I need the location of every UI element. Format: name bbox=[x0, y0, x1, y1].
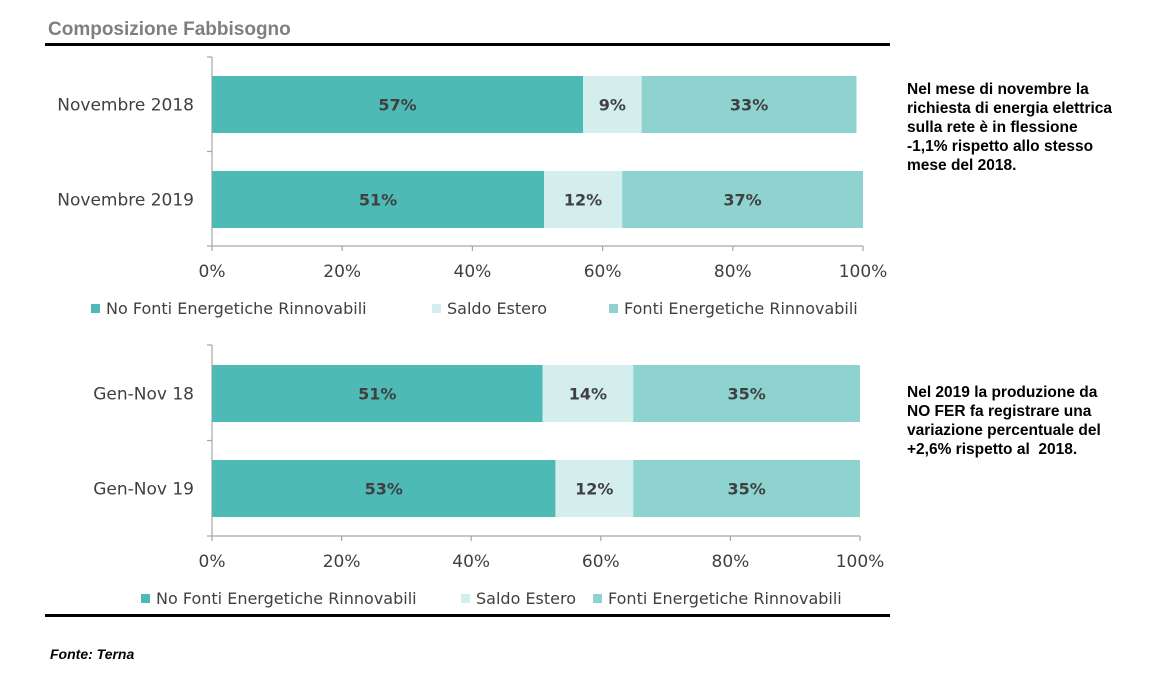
legend-label: No Fonti Energetiche Rinnovabili bbox=[106, 299, 367, 318]
data-label: 35% bbox=[727, 480, 765, 499]
bar-segment bbox=[212, 365, 543, 422]
data-label: 9% bbox=[599, 96, 626, 115]
x-tick-label: 80% bbox=[712, 552, 750, 572]
category-label: Novembre 2018 bbox=[57, 96, 194, 116]
source-note: Fonte: Terna bbox=[50, 646, 135, 662]
data-label: 33% bbox=[730, 96, 768, 115]
legend-swatch bbox=[432, 304, 441, 313]
x-tick-label: 60% bbox=[582, 552, 620, 572]
legend-label: Fonti Energetiche Rinnovabili bbox=[608, 589, 842, 608]
data-label: 51% bbox=[358, 385, 396, 404]
note-november: Nel mese di novembre la richiesta di ener… bbox=[907, 80, 1112, 175]
bar-segment bbox=[583, 76, 642, 133]
legend-label: Saldo Estero bbox=[447, 299, 547, 318]
note-line: +2,6% rispetto al 2018. bbox=[907, 441, 1078, 458]
legend-label: No Fonti Energetiche Rinnovabili bbox=[156, 589, 417, 608]
bar-segment bbox=[633, 460, 860, 517]
legend-swatch bbox=[593, 594, 602, 603]
bar-segment bbox=[212, 171, 545, 228]
category-label: Gen-Nov 18 bbox=[93, 385, 194, 405]
legend-swatch bbox=[91, 304, 100, 313]
bar-segment bbox=[212, 76, 584, 133]
legend-swatch bbox=[461, 594, 470, 603]
x-tick-label: 80% bbox=[714, 262, 752, 282]
note-line: richiesta di energia elettrica bbox=[907, 100, 1113, 117]
legend-label: Saldo Estero bbox=[476, 589, 576, 608]
x-tick-label: 20% bbox=[323, 552, 361, 572]
note-line: sulla rete è in flessione bbox=[907, 119, 1078, 136]
x-tick-label: 40% bbox=[454, 262, 492, 282]
bar-segment bbox=[641, 76, 857, 133]
bar-segment bbox=[544, 171, 623, 228]
bar-segment bbox=[542, 365, 634, 422]
note-year: Nel 2019 la produzione da NO FER fa regis… bbox=[907, 383, 1101, 459]
data-label: 53% bbox=[365, 480, 403, 499]
bar-segment bbox=[212, 460, 556, 517]
legend-swatch bbox=[609, 304, 618, 313]
note-line: Nel 2019 la produzione da bbox=[907, 384, 1098, 401]
note-line: Nel mese di novembre la bbox=[907, 81, 1089, 98]
data-label: 14% bbox=[569, 385, 607, 404]
bar-segment bbox=[555, 460, 634, 517]
category-label: Gen-Nov 19 bbox=[93, 480, 194, 500]
note-line: mese del 2018. bbox=[907, 157, 1017, 174]
category-label: Novembre 2019 bbox=[57, 191, 194, 211]
data-label: 37% bbox=[723, 191, 761, 210]
data-label: 51% bbox=[359, 191, 397, 210]
top-rule bbox=[45, 43, 890, 46]
note-line: -1,1% rispetto allo stesso bbox=[907, 138, 1094, 155]
x-tick-label: 60% bbox=[584, 262, 622, 282]
bar-segment bbox=[622, 171, 863, 228]
x-tick-label: 100% bbox=[836, 552, 885, 572]
x-tick-label: 20% bbox=[323, 262, 361, 282]
data-label: 12% bbox=[575, 480, 613, 499]
legend-swatch bbox=[141, 594, 150, 603]
data-label: 35% bbox=[727, 385, 765, 404]
x-tick-label: 40% bbox=[452, 552, 490, 572]
bottom-rule bbox=[45, 614, 890, 617]
x-tick-label: 0% bbox=[199, 552, 226, 572]
data-label: 57% bbox=[378, 96, 416, 115]
note-line: NO FER fa registrare una bbox=[907, 403, 1092, 420]
page-title: Composizione Fabbisogno bbox=[48, 19, 291, 40]
x-tick-label: 0% bbox=[199, 262, 226, 282]
data-label: 12% bbox=[564, 191, 602, 210]
x-tick-label: 100% bbox=[839, 262, 888, 282]
note-line: variazione percentuale del bbox=[907, 422, 1101, 439]
legend-label: Fonti Energetiche Rinnovabili bbox=[624, 299, 858, 318]
bar-segment bbox=[633, 365, 860, 422]
